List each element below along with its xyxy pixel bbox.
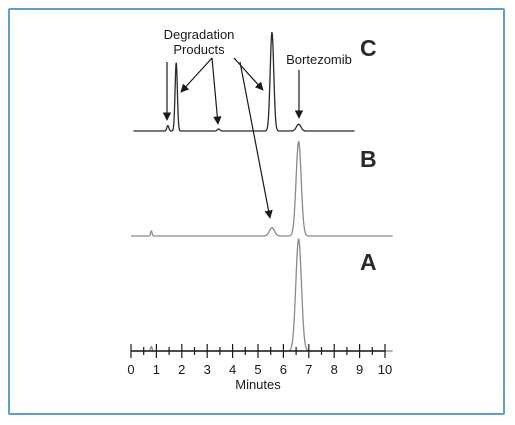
x-tick-label: 8 — [331, 362, 338, 377]
arrow-degradation-5 — [239, 61, 273, 219]
x-tick-label: 5 — [254, 362, 261, 377]
annotation-degradation-line1: Degradation — [164, 27, 235, 42]
annotation-bortezomib: Bortezomib — [286, 52, 352, 67]
panel-label-b: B — [360, 146, 377, 172]
x-tick-label: 10 — [378, 362, 392, 377]
x-tick-label: 7 — [305, 362, 312, 377]
x-tick-label: 0 — [127, 362, 134, 377]
x-tick-label: 3 — [204, 362, 211, 377]
arrow-degradation-4 — [233, 57, 264, 91]
x-axis-title: Minutes — [235, 377, 281, 392]
x-tick-label: 9 — [356, 362, 363, 377]
figure-frame — [8, 8, 505, 415]
arrow-degradation-2 — [180, 57, 213, 93]
x-tick-labels: 0 1 2 3 4 5 6 7 8 9 10 — [127, 362, 392, 377]
traces-group — [130, 31, 394, 352]
arrow-degradation-3 — [211, 57, 222, 125]
annotation-arrows — [162, 57, 304, 219]
panel-label-c: C — [360, 35, 377, 61]
trace-c — [133, 31, 355, 132]
trace-b — [130, 140, 394, 237]
panel-label-a: A — [360, 249, 377, 275]
x-tick-label: 6 — [280, 362, 287, 377]
trace-a — [130, 238, 394, 352]
x-tick-label: 1 — [153, 362, 160, 377]
x-axis — [130, 344, 386, 358]
x-tick-label: 4 — [229, 362, 236, 377]
x-tick-label: 2 — [178, 362, 185, 377]
annotation-degradation-line2: Products — [173, 42, 225, 57]
